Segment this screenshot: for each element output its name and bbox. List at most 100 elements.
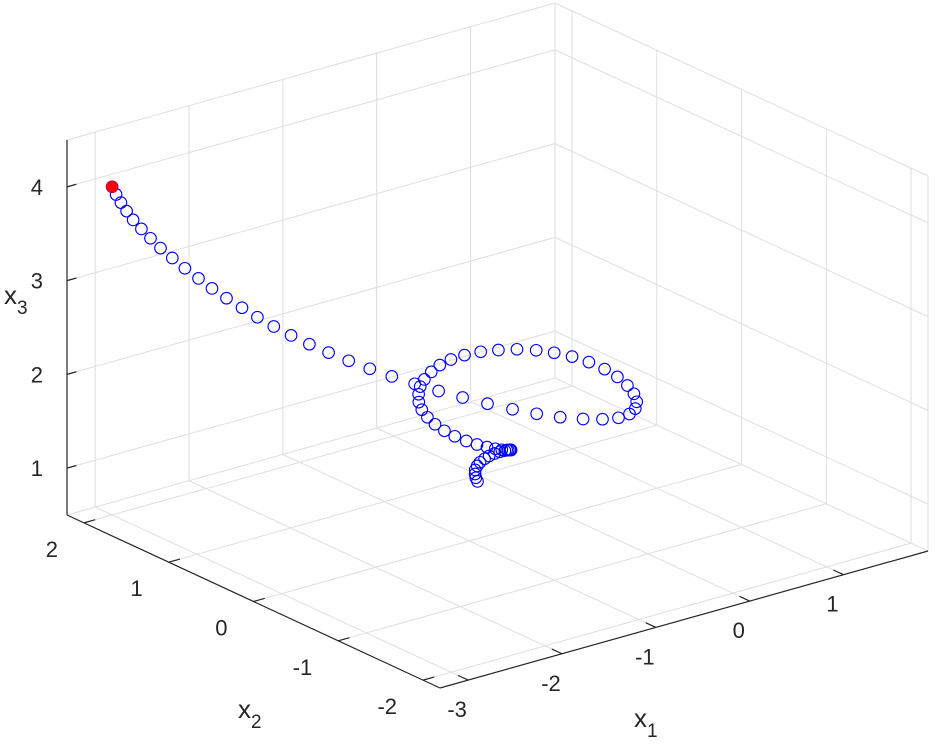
trajectory-point xyxy=(492,343,505,357)
trajectory-point xyxy=(418,373,431,386)
trajectory-point xyxy=(611,370,624,384)
trajectory-point xyxy=(473,455,487,469)
trajectory-point xyxy=(627,387,641,401)
grid-line xyxy=(338,503,827,642)
trajectory-point xyxy=(438,424,451,438)
trajectory-point xyxy=(621,379,634,392)
x1-tick-mark xyxy=(739,595,750,602)
trajectory-point xyxy=(468,467,482,481)
trajectory-point xyxy=(582,355,596,369)
trajectory-point xyxy=(421,410,434,424)
x3-tick-label: 1 xyxy=(31,456,43,481)
x1-tick-mark xyxy=(551,648,563,655)
trajectory-point xyxy=(630,395,644,409)
trajectory-point xyxy=(126,213,140,227)
grid-line xyxy=(422,542,912,681)
trajectory-point xyxy=(576,412,590,426)
x1-tick-label: -1 xyxy=(635,644,655,669)
x3-tick-label: 3 xyxy=(31,269,43,294)
trajectory-point xyxy=(565,350,579,363)
trajectory-point xyxy=(205,282,219,295)
grid-line xyxy=(66,236,556,375)
trajectory-point xyxy=(424,365,438,379)
trajectory-point xyxy=(178,261,192,275)
trajectory-point xyxy=(480,440,494,454)
labels-layer: x1 x2 x3 xyxy=(4,280,658,742)
x1-axis-label: x1 xyxy=(634,703,658,742)
grid-layer xyxy=(66,2,929,681)
x2-tick-label: -1 xyxy=(293,655,313,680)
grid-line xyxy=(168,424,657,563)
x1-tick-mark xyxy=(457,674,469,681)
x3-tick-mark xyxy=(66,464,77,469)
trajectory-point xyxy=(165,251,179,265)
trajectory-point xyxy=(322,346,335,359)
x2-tick-mark xyxy=(253,597,265,603)
x2-tick-label: 0 xyxy=(215,616,227,641)
x2-tick-mark xyxy=(422,676,435,681)
trajectory-point xyxy=(428,417,442,431)
trajectory-point xyxy=(448,429,462,443)
trajectory-point xyxy=(493,445,507,459)
trajectory-point xyxy=(547,346,561,360)
grid-line xyxy=(66,330,556,469)
trajectory-point xyxy=(342,354,356,368)
x1-tick-label: 1 xyxy=(826,592,838,617)
x1-tick-label: -3 xyxy=(447,697,467,722)
trajectory-point xyxy=(456,391,469,404)
trajectory-point xyxy=(144,231,157,245)
x2-tick-label: 2 xyxy=(46,537,58,562)
trajectory-point xyxy=(481,397,494,411)
trajectory-point xyxy=(235,301,249,315)
trajectory-point xyxy=(510,342,524,356)
trajectory-point xyxy=(470,438,484,451)
trajectory-point xyxy=(192,272,205,285)
points-layer xyxy=(105,180,644,488)
trajectory-point xyxy=(413,380,427,393)
trajectory-point xyxy=(251,310,264,324)
grid-line xyxy=(253,464,742,602)
trajectory-point xyxy=(598,362,611,376)
x2-tick-mark xyxy=(83,519,96,524)
x1-axis-line xyxy=(439,550,929,689)
trajectory-point xyxy=(596,412,609,426)
box-edge xyxy=(554,2,929,177)
grid-line xyxy=(554,49,929,224)
axes-layer: -3 -2 -1 0 1 -2 -1 0 1 2 1 2 3 4 xyxy=(31,140,929,722)
trajectory-point xyxy=(530,407,544,421)
box-edge xyxy=(554,377,929,552)
x2-tick-mark xyxy=(168,558,181,563)
trajectory-point xyxy=(154,241,167,255)
trajectory-point xyxy=(506,402,519,416)
trajectory-point xyxy=(284,329,298,342)
x3-tick-label: 2 xyxy=(31,362,43,387)
x3-tick-mark xyxy=(66,371,77,375)
x1-tick-label: 0 xyxy=(733,618,745,643)
trajectory-point xyxy=(471,475,484,488)
trajectory-point xyxy=(220,291,233,305)
x2-tick-label: -2 xyxy=(377,694,397,719)
trajectory-point xyxy=(433,358,447,372)
trajectory-point xyxy=(458,348,471,362)
x3-axis-label: x3 xyxy=(4,280,28,319)
x1-tick-mark xyxy=(833,569,844,576)
x2-axis-label: x2 xyxy=(238,694,262,733)
x1-tick-mark xyxy=(645,622,657,628)
x2-tick-label: 1 xyxy=(130,576,142,601)
x1-tick-label: -2 xyxy=(541,671,561,696)
trajectory-point xyxy=(385,370,399,383)
grid-line xyxy=(554,236,929,411)
trajectory-point xyxy=(444,353,458,366)
trajectory-point xyxy=(478,452,491,466)
trajectory-point xyxy=(267,320,281,333)
x3-tick-mark xyxy=(66,277,77,282)
grid-line xyxy=(66,143,556,282)
trajectory-point xyxy=(474,345,488,359)
grid-line xyxy=(554,143,929,318)
trajectory-point xyxy=(612,411,625,425)
x2-tick-mark xyxy=(338,637,350,642)
trajectory-point xyxy=(135,222,148,236)
grid-line xyxy=(66,49,556,188)
